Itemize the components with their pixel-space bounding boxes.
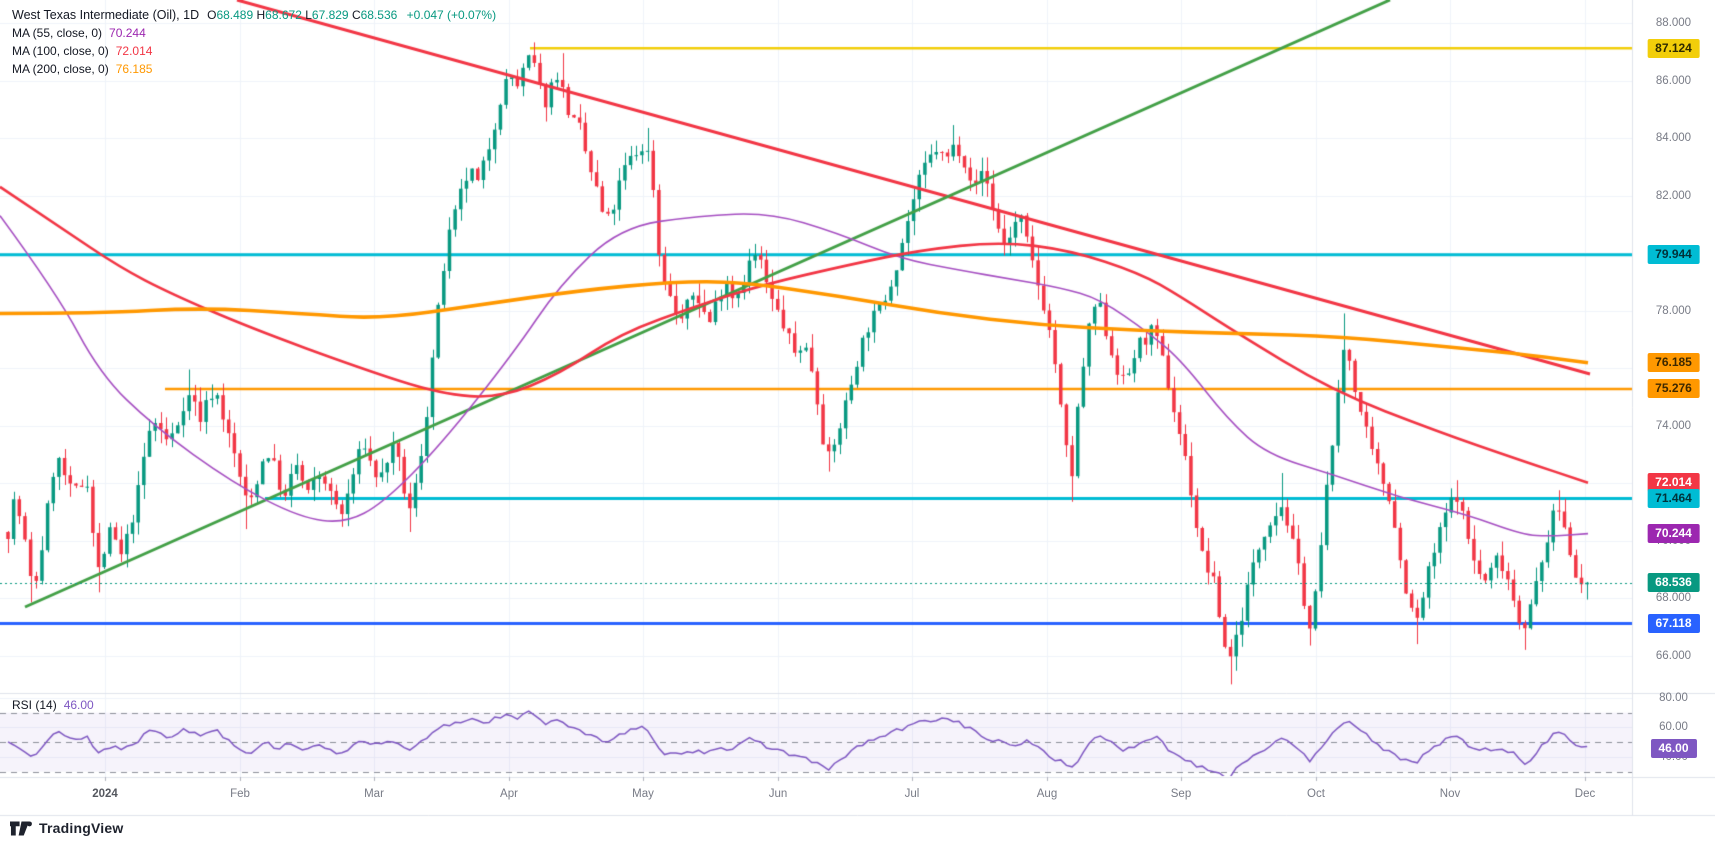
ma55-value: 70.244: [109, 26, 146, 40]
ma100-value: 72.014: [115, 44, 153, 58]
time-axis[interactable]: 2024 Feb Mar Apr May Jun Jul Aug Sep Oct Nov Dec: [0, 777, 1632, 815]
price-tick-84.000: 84.000: [1655, 132, 1692, 145]
tradingview-brand-text: TradingView: [39, 820, 124, 836]
rsi-tick-60.00: 60.00: [1659, 721, 1688, 734]
month-label-2024: 2024: [92, 788, 118, 800]
ohlc-value-O: 68.489: [216, 8, 257, 22]
price-label-75.276: 75.276: [1647, 379, 1700, 399]
rsi-tick-80.00: 80.00: [1659, 692, 1688, 704]
symbol-title: West Texas Intermediate (Oil), 1D: [12, 8, 200, 22]
ohlc-key-L: L: [305, 8, 312, 22]
price-label-79.944: 79.944: [1647, 245, 1700, 265]
ma55-label: MA (55, close, 0): [12, 26, 103, 40]
tradingview-logo-link[interactable]: TradingView: [10, 820, 123, 836]
price-tick-74.000: 74.000: [1655, 419, 1692, 432]
ma200-value: 76.185: [115, 62, 153, 76]
price-label-71.464: 71.464: [1647, 488, 1700, 508]
month-label-Nov: Nov: [1439, 788, 1461, 800]
ma100-legend-row[interactable]: MA (100, close, 0) 72.014: [12, 42, 496, 60]
price-tick-68.000: 68.000: [1655, 592, 1692, 605]
month-label-Mar: Mar: [364, 788, 384, 800]
price-label-76.185: 76.185: [1647, 353, 1700, 373]
price-axis[interactable]: 88.00086.00084.00082.00078.00076.00074.0…: [1632, 0, 1715, 815]
price-label-70.244: 70.244: [1647, 524, 1700, 544]
price-tick-78.000: 78.000: [1655, 304, 1692, 317]
month-label-Dec: Dec: [1574, 788, 1596, 800]
month-label-Oct: Oct: [1307, 788, 1325, 800]
rsi-value-label: 46.00: [1650, 738, 1697, 758]
ohlc-key-H: H: [256, 8, 266, 22]
ohlc-value-C: 68.536: [360, 8, 401, 22]
rsi-label: RSI: [12, 698, 33, 712]
tradingview-logo-icon: [10, 820, 32, 836]
ohlc-key-O: O: [207, 8, 217, 22]
price-label-67.118: 67.118: [1647, 613, 1700, 633]
ma100-label: MA (100, close, 0): [12, 44, 109, 58]
price-tick-66.000: 66.000: [1655, 649, 1692, 662]
ohlc-values: O68.489 H68.672 L67.829 C68.536: [207, 8, 401, 22]
price-label-87.124: 87.124: [1647, 38, 1700, 58]
price-tick-82.000: 82.000: [1655, 189, 1692, 202]
price-tick-88.000: 88.000: [1655, 17, 1692, 29]
month-label-Jun: Jun: [768, 788, 788, 800]
price-tick-86.000: 86.000: [1655, 74, 1692, 87]
month-label-Feb: Feb: [230, 788, 250, 800]
month-label-Apr: Apr: [500, 788, 518, 800]
price-label-68.536: 68.536: [1647, 573, 1700, 593]
change-value: +0.047 (+0.07%): [406, 8, 497, 22]
month-label-Jul: Jul: [904, 788, 920, 800]
month-label-Sep: Sep: [1170, 788, 1192, 800]
rsi-params: (14): [35, 698, 57, 712]
chart-legend: West Texas Intermediate (Oil), 1D O68.489…: [12, 6, 496, 78]
symbol-legend-row[interactable]: West Texas Intermediate (Oil), 1D O68.489…: [12, 6, 496, 24]
ohlc-value-L: 67.829: [311, 8, 352, 22]
ma200-legend-row[interactable]: MA (200, close, 0) 76.185: [12, 60, 496, 78]
ma200-label: MA (200, close, 0): [12, 62, 109, 76]
ma55-legend-row[interactable]: MA (55, close, 0) 70.244: [12, 24, 496, 42]
price-label-72.014: 72.014: [1647, 473, 1700, 493]
ohlc-value-H: 68.672: [265, 8, 306, 22]
month-label-May: May: [632, 788, 654, 800]
month-label-Aug: Aug: [1036, 788, 1058, 800]
rsi-legend-row[interactable]: RSI (14) 46.00: [12, 697, 94, 713]
ohlc-key-C: C: [351, 8, 361, 22]
rsi-value: 46.00: [63, 698, 94, 712]
